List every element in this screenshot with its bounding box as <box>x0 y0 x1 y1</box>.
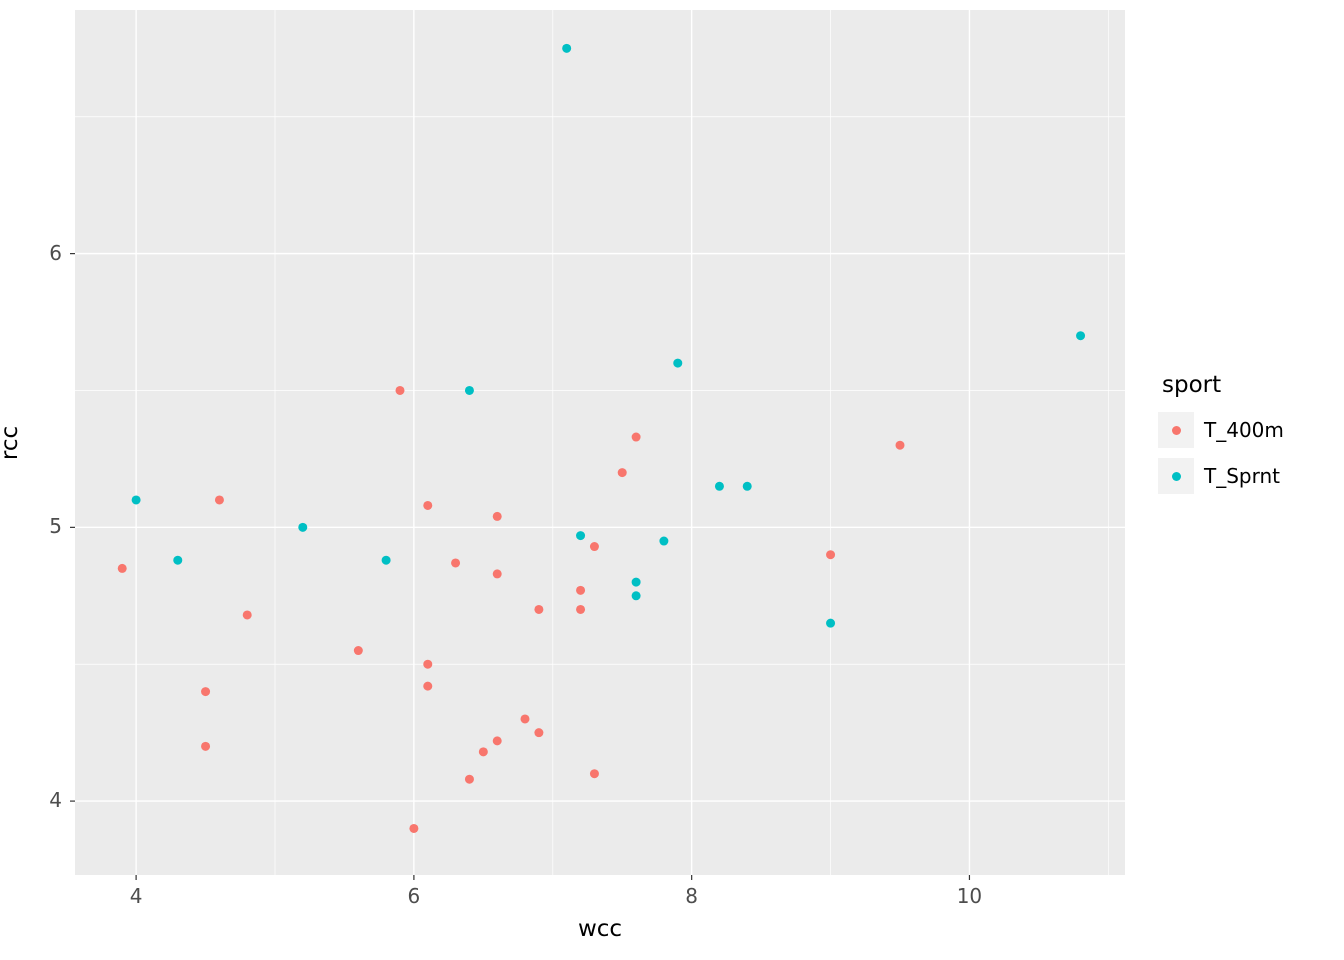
y-tick-label: 6 <box>49 240 62 265</box>
data-point-T_400m <box>214 495 224 505</box>
y-tick-label: 5 <box>49 514 62 539</box>
data-point-T_Sprnt <box>576 531 586 541</box>
data-point-T_400m <box>492 511 502 521</box>
data-point-T_400m <box>826 550 836 560</box>
data-point-T_400m <box>353 646 363 656</box>
y-axis-title: rcc <box>0 425 23 461</box>
x-tick-label: 8 <box>685 884 699 908</box>
data-point-T_400m <box>201 741 211 751</box>
data-point-T_400m <box>464 774 474 784</box>
data-point-T_400m <box>576 604 586 614</box>
data-point-T_Sprnt <box>673 358 683 368</box>
data-point-T_Sprnt <box>659 536 669 546</box>
legend-key <box>1158 412 1194 448</box>
data-point-T_Sprnt <box>714 481 724 491</box>
legend-entry-t-sprnt: T_Sprnt <box>1158 458 1338 494</box>
y-tick-label: 4 <box>49 788 62 813</box>
point-icon <box>1171 425 1181 435</box>
data-point-T_Sprnt <box>631 591 641 601</box>
data-point-T_Sprnt <box>173 555 183 565</box>
data-point-T_400m <box>631 432 641 442</box>
x-tick-label: 4 <box>129 884 143 908</box>
x-tick-label: 10 <box>956 884 983 908</box>
data-point-T_400m <box>242 610 252 620</box>
data-point-T_400m <box>478 747 488 757</box>
legend: sport T_400m T_Sprnt <box>1158 372 1338 504</box>
data-point-T_Sprnt <box>742 481 752 491</box>
data-point-T_400m <box>423 500 433 510</box>
data-point-T_400m <box>395 385 405 395</box>
data-point-T_Sprnt <box>562 43 572 53</box>
data-point-T_400m <box>423 681 433 691</box>
data-point-T_Sprnt <box>1076 331 1086 341</box>
legend-key <box>1158 458 1194 494</box>
data-point-T_400m <box>576 585 586 595</box>
data-point-T_400m <box>492 736 502 746</box>
data-point-T_Sprnt <box>131 495 141 505</box>
data-point-T_Sprnt <box>298 522 308 532</box>
data-point-T_400m <box>895 440 905 450</box>
data-point-T_400m <box>201 687 211 697</box>
data-point-T_400m <box>617 468 627 478</box>
legend-entry-t-400m: T_400m <box>1158 412 1338 448</box>
data-point-T_Sprnt <box>381 555 391 565</box>
data-point-T_Sprnt <box>826 618 836 628</box>
point-icon <box>1171 471 1181 481</box>
legend-entry-label: T_Sprnt <box>1204 464 1280 488</box>
data-point-T_400m <box>534 604 544 614</box>
x-tick-label: 6 <box>407 884 421 908</box>
data-point-T_400m <box>117 563 127 573</box>
legend-entry-label: T_400m <box>1204 418 1284 442</box>
data-point-T_400m <box>589 769 599 779</box>
data-point-T_Sprnt <box>464 385 474 395</box>
plot-panel <box>75 10 1125 875</box>
data-point-T_400m <box>451 558 461 568</box>
data-point-T_400m <box>520 714 530 724</box>
x-axis-title: wcc <box>577 916 623 942</box>
data-point-T_400m <box>409 823 419 833</box>
data-point-T_400m <box>589 542 599 552</box>
data-point-T_400m <box>492 569 502 579</box>
legend-title: sport <box>1162 372 1222 398</box>
data-point-T_Sprnt <box>631 577 641 587</box>
data-point-T_400m <box>534 728 544 738</box>
data-point-T_400m <box>423 659 433 669</box>
